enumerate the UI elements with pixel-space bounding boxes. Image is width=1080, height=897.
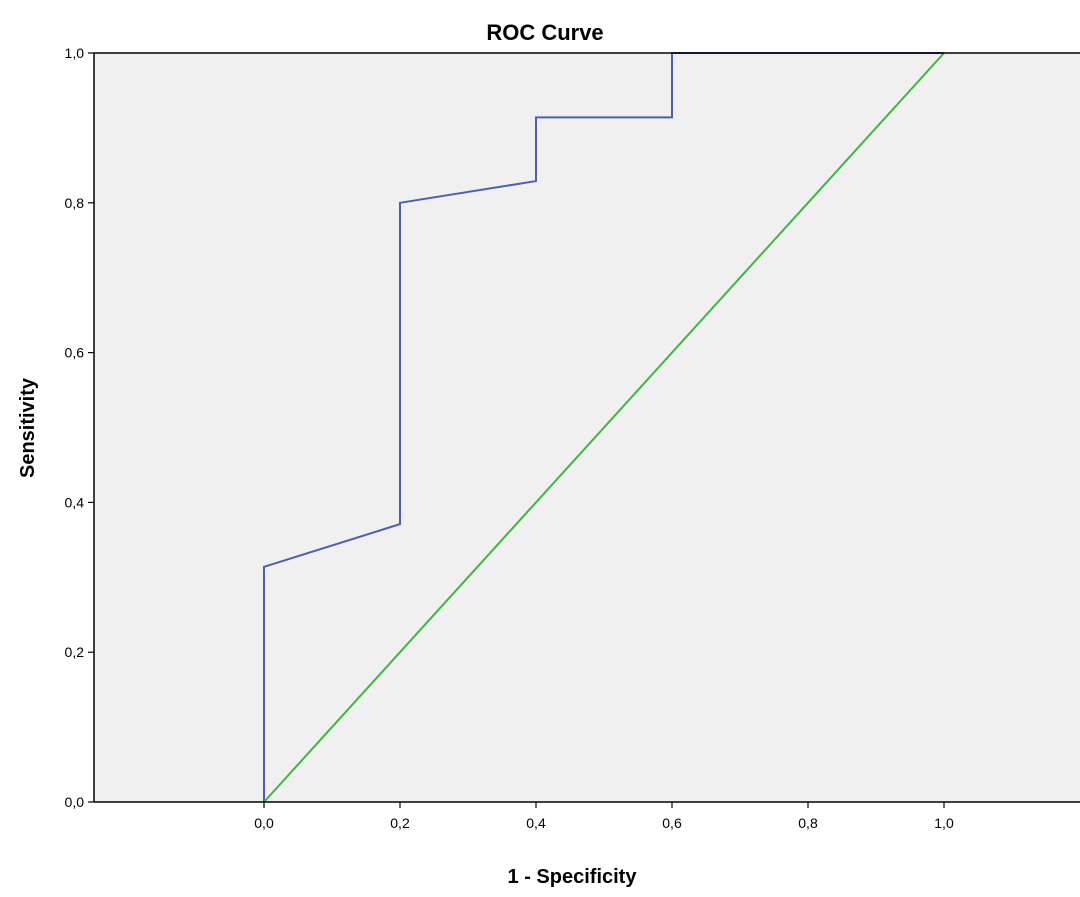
x-axis-label: 1 - Specificity bbox=[508, 866, 638, 888]
x-tick-label: 0,6 bbox=[662, 815, 682, 831]
chart-title: ROC Curve bbox=[486, 20, 603, 45]
y-axis-label: Sensitivity bbox=[17, 377, 39, 478]
x-tick-label: 0,8 bbox=[798, 815, 818, 831]
roc-curve-line bbox=[263, 52, 944, 802]
x-tick-label: 0,2 bbox=[390, 815, 410, 831]
x-tick-label: 1,0 bbox=[934, 815, 954, 831]
y-tick-label: 1,0 bbox=[65, 45, 85, 61]
y-tick-label: 0,2 bbox=[65, 644, 85, 660]
y-tick-label: 0,6 bbox=[65, 345, 85, 361]
axes-layer: 0,0 0,2 0,4 0,6 0,8 1,0 0,0 0,2 0,4 0,6 0,8 1,0 bbox=[65, 45, 1080, 831]
x-tick-label: 0,0 bbox=[254, 815, 274, 831]
y-tick-label: 0,4 bbox=[65, 494, 85, 510]
y-tick-label: 0,0 bbox=[65, 794, 85, 810]
reference-diagonal-line bbox=[263, 52, 945, 803]
plot-area bbox=[94, 53, 1080, 802]
series-layer bbox=[263, 52, 945, 803]
x-tick-label: 0,4 bbox=[526, 815, 546, 831]
y-tick-label: 0,8 bbox=[65, 195, 85, 211]
